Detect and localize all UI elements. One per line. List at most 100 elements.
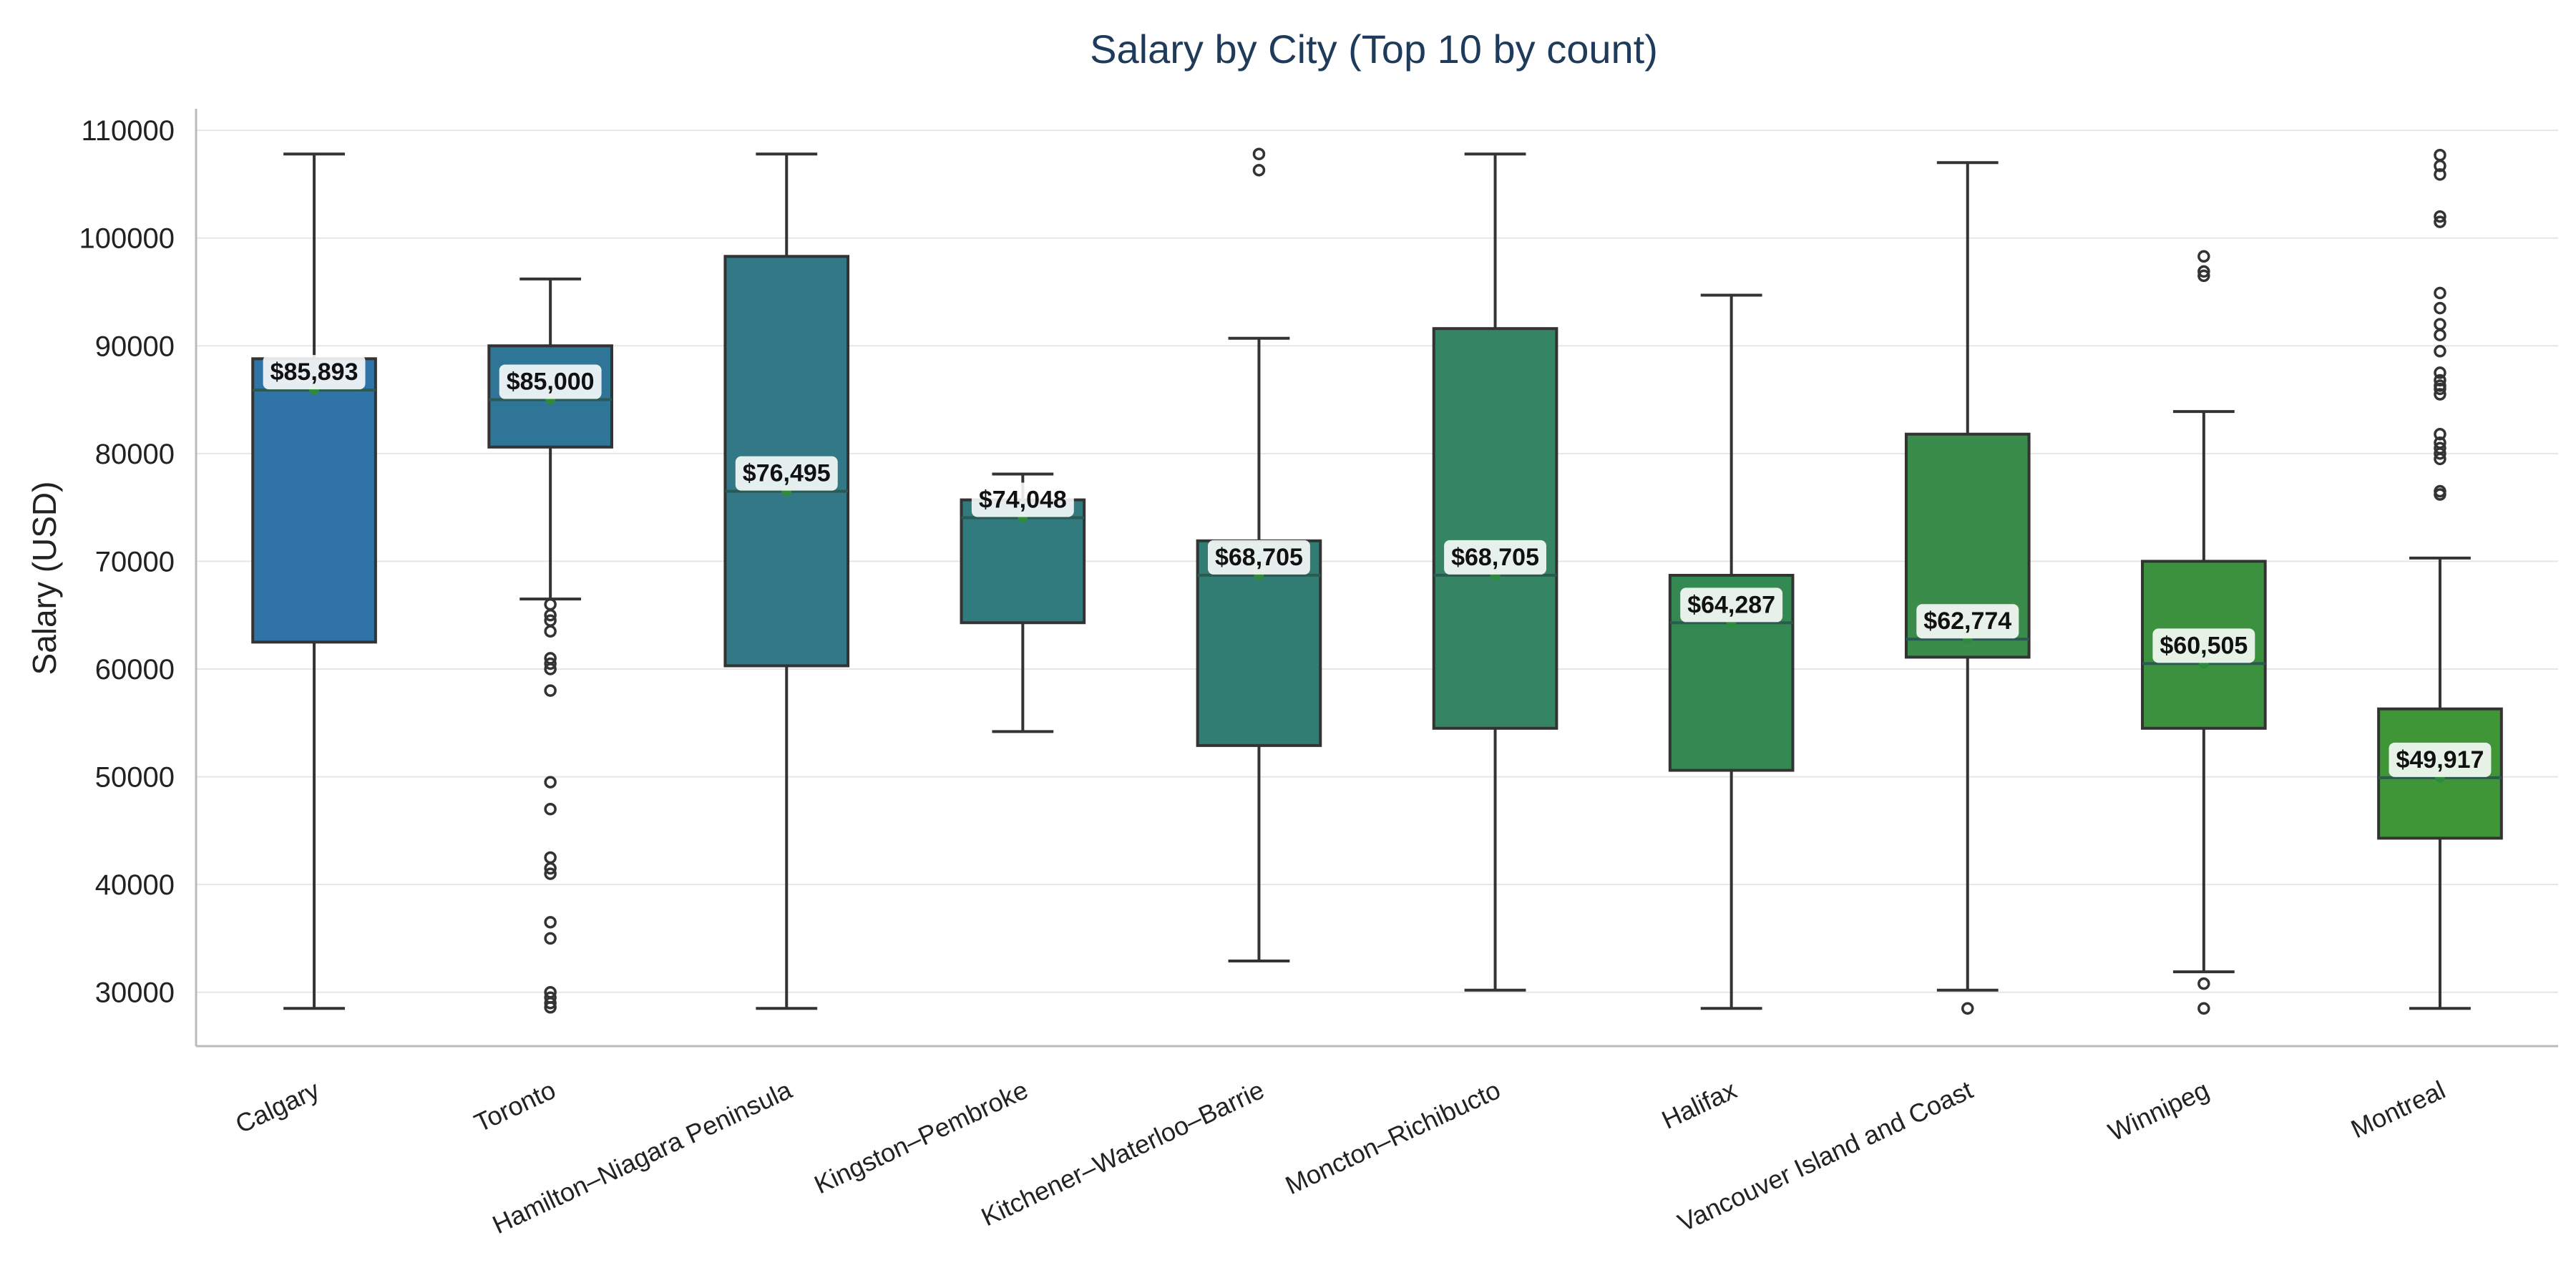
outlier-point <box>544 867 557 880</box>
median-label-text: $74,048 <box>979 486 1067 513</box>
outlier-point <box>2197 250 2210 263</box>
outlier-point <box>2197 269 2210 283</box>
outlier-point <box>2434 301 2446 315</box>
median-label-background <box>1444 540 1547 575</box>
median-data-label: $74,048 <box>971 482 1074 517</box>
median-label-text: $64,287 <box>1687 591 1775 618</box>
median-data-label: $68,705 <box>1444 540 1547 575</box>
x-tick-label: Kingston–Pembroke <box>810 1075 1033 1199</box>
outlier-point <box>544 663 557 675</box>
outlier-point <box>544 802 557 816</box>
outlier-point <box>2434 488 2446 501</box>
outlier-point <box>544 776 557 789</box>
outlier-point <box>2434 168 2446 181</box>
box-group <box>1904 161 2031 1015</box>
outlier-point <box>2434 388 2446 401</box>
x-tick-label: Toronto <box>469 1075 560 1138</box>
median-label-text: $62,774 <box>1923 608 2011 635</box>
outlier-point <box>544 932 557 945</box>
median-data-label: $60,505 <box>2152 628 2255 663</box>
outlier-point <box>544 851 557 864</box>
median-label-background <box>2152 628 2255 663</box>
median-label-text: $68,705 <box>1215 544 1303 571</box>
median-label-text: $60,505 <box>2160 632 2248 659</box>
median-data-label: $62,774 <box>1916 604 2019 639</box>
y-tick-label: 50000 <box>95 762 175 794</box>
x-tick-label: Moncton–Richibucto <box>1281 1075 1505 1200</box>
y-tick-label: 40000 <box>95 869 175 901</box>
outlier-point <box>1252 164 1266 177</box>
median-data-label: $49,917 <box>2389 742 2492 777</box>
outlier-point <box>544 916 557 929</box>
box-group <box>2377 148 2503 1010</box>
outlier-point <box>544 1001 557 1014</box>
y-axis-label: Salary (USD) <box>26 482 63 675</box>
y-tick-label: 60000 <box>95 654 175 686</box>
outlier-point <box>544 997 557 1010</box>
median-label-background <box>1916 604 2019 639</box>
outlier-point <box>1961 1002 1974 1015</box>
outlier-point <box>544 625 557 638</box>
median-data-label: $85,893 <box>263 355 366 390</box>
iqr-box <box>1432 327 1558 730</box>
outlier-point <box>544 608 557 622</box>
median-label-background <box>499 364 602 399</box>
outlier-point <box>2434 366 2446 379</box>
median-label-text: $85,893 <box>270 358 358 386</box>
iqr-box <box>251 357 377 644</box>
outlier-point <box>2434 160 2446 172</box>
outlier-point <box>2434 382 2446 396</box>
median-label-background <box>735 456 838 491</box>
outlier-point <box>2434 210 2446 223</box>
outlier-point <box>544 862 557 875</box>
chart-title: Salary by City (Top 10 by count) <box>1090 26 1658 72</box>
outlier-point <box>2434 318 2446 331</box>
median-label-background <box>1207 540 1310 575</box>
outlier-point <box>544 597 557 611</box>
median-label-text: $68,705 <box>1451 544 1539 571</box>
outlier-point <box>2197 977 2210 990</box>
x-tick-label: Calgary <box>231 1075 324 1139</box>
outlier-point <box>2434 328 2446 341</box>
box-group <box>1668 293 1795 1010</box>
box-group <box>723 152 850 1010</box>
x-tick-label: Montreal <box>2346 1075 2449 1143</box>
outlier-point <box>2434 148 2446 162</box>
outlier-point <box>2434 345 2446 358</box>
y-tick-label: 90000 <box>95 331 175 362</box>
box-group <box>960 472 1086 733</box>
median-data-label: $85,000 <box>499 364 602 399</box>
outlier-point <box>544 657 557 670</box>
boxes-layer <box>251 147 2503 1015</box>
outlier-point <box>2434 215 2446 228</box>
box-group <box>251 152 377 1010</box>
median-label-background <box>263 355 366 390</box>
median-data-label: $64,287 <box>1680 587 1783 623</box>
outlier-point <box>2434 452 2446 466</box>
median-label-background <box>2389 742 2492 777</box>
y-tick-label: 110000 <box>81 115 175 147</box>
x-tick-label: Halifax <box>1657 1075 1741 1135</box>
outlier-point <box>544 684 557 697</box>
y-tick-label: 30000 <box>95 977 175 1009</box>
y-tick-label: 80000 <box>95 439 175 470</box>
outlier-point <box>2197 265 2210 278</box>
outlier-point <box>2434 286 2446 300</box>
median-label-text: $85,000 <box>507 369 595 396</box>
outlier-point <box>2197 1002 2210 1015</box>
outlier-point <box>2434 374 2446 387</box>
median-label-background <box>971 482 1074 517</box>
outlier-point <box>2434 427 2446 441</box>
x-tick-label: Winnipeg <box>2104 1075 2213 1147</box>
median-label-text: $76,495 <box>743 460 831 487</box>
y-tick-label: 100000 <box>79 223 175 255</box>
median-data-label: $76,495 <box>735 456 838 491</box>
box-group <box>1432 152 1558 992</box>
median-data-label: $68,705 <box>1207 540 1310 575</box>
median-label-text: $49,917 <box>2396 746 2484 774</box>
y-tick-label: 70000 <box>95 546 175 577</box>
outlier-point <box>2434 447 2446 460</box>
outlier-point <box>1252 147 1266 160</box>
